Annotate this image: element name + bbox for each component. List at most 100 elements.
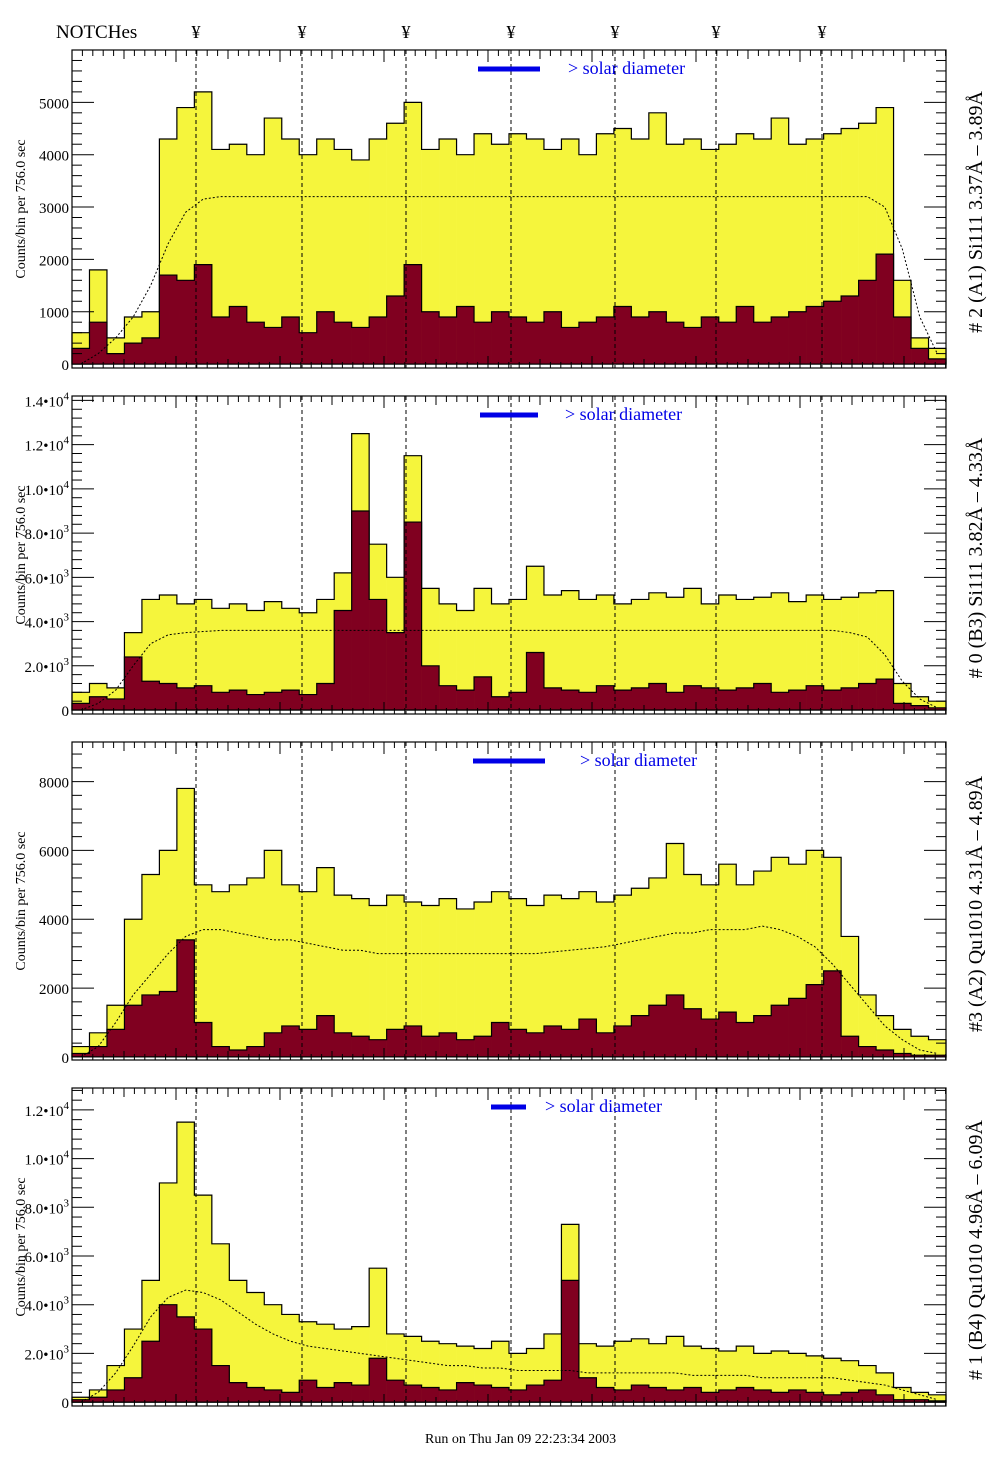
notch-symbol: ¥ xyxy=(611,22,620,42)
total-counts-bar xyxy=(578,154,597,365)
panel-3: 0 2.0•103 4.0•103 6.0•103 8.0•103 1.0•104 1.2•… xyxy=(14,1087,987,1412)
line-counts-bar xyxy=(561,1029,580,1057)
line-counts-bar xyxy=(683,1387,702,1403)
total-counts-bar xyxy=(561,590,580,711)
total-counts-bar xyxy=(596,133,615,365)
line-counts-bar xyxy=(141,337,160,365)
total-counts-bar xyxy=(404,902,422,1057)
line-counts-bar xyxy=(369,316,387,365)
line-counts-bar xyxy=(701,1392,720,1403)
model-curve xyxy=(80,925,938,1058)
line-counts-bar xyxy=(246,694,265,711)
total-counts-bar xyxy=(543,895,562,1057)
total-counts-bar xyxy=(613,895,632,1057)
line-counts-bar xyxy=(124,656,143,711)
line-counts-bar xyxy=(72,1399,90,1403)
line-counts-bar xyxy=(613,306,632,365)
line-counts-bar xyxy=(474,1036,492,1057)
line-counts-bar xyxy=(911,1399,929,1403)
total-counts-bar xyxy=(561,138,580,365)
line-counts-bar xyxy=(211,692,230,711)
total-counts-bar xyxy=(858,592,877,711)
total-counts-bar xyxy=(421,1341,440,1403)
line-counts-bar xyxy=(229,1382,248,1403)
line-counts-bar xyxy=(106,353,125,365)
line-counts-bar xyxy=(631,687,650,711)
notch-symbol: ¥ xyxy=(712,22,721,42)
panel-title: # 1 (B4) Qu1010 4.96Å – 6.09Å xyxy=(965,1119,987,1380)
line-counts-bar xyxy=(89,322,108,365)
line-counts-bar xyxy=(666,1389,685,1403)
line-counts-bar xyxy=(648,683,667,711)
total-counts-bar xyxy=(491,603,510,711)
line-counts-bar xyxy=(823,970,842,1057)
y-tick-label: 1.4•104 xyxy=(24,390,69,410)
line-counts-bar xyxy=(176,280,195,365)
line-counts-bar xyxy=(526,1032,545,1057)
line-counts-bar xyxy=(753,1015,772,1057)
line-counts-bar xyxy=(386,632,405,711)
line-counts-bar xyxy=(194,1022,213,1057)
line-counts-bar xyxy=(404,1025,422,1057)
line-counts-bar xyxy=(858,1046,877,1057)
line-counts-bar xyxy=(369,599,387,711)
line-counts-bar xyxy=(246,1046,265,1057)
total-counts-bar xyxy=(648,592,667,711)
line-counts-bar xyxy=(631,1015,650,1057)
y-tick-label: 2000 xyxy=(39,982,69,998)
line-counts-bar xyxy=(456,1382,475,1403)
line-counts-bar xyxy=(72,348,90,365)
total-counts-bar xyxy=(631,138,650,365)
line-counts-bar xyxy=(106,1029,125,1057)
line-counts-bar xyxy=(334,1032,352,1057)
total-counts-bar xyxy=(911,1036,929,1057)
line-counts-bar xyxy=(351,327,370,365)
line-counts-bar xyxy=(386,1380,405,1403)
line-counts-bar xyxy=(439,1389,457,1403)
notch-markers: ¥ ¥ ¥ ¥ ¥ ¥ ¥ xyxy=(192,22,827,42)
line-counts-bar xyxy=(736,687,755,711)
total-counts-bar xyxy=(648,112,667,365)
line-counts-bar xyxy=(823,690,842,711)
line-counts-bar xyxy=(509,1389,527,1403)
total-counts-bar xyxy=(666,597,685,711)
line-counts-bar xyxy=(578,322,597,365)
y-tick-label: 4000 xyxy=(39,149,69,165)
line-counts-bar xyxy=(334,610,352,711)
line-counts-outline xyxy=(71,510,947,711)
line-counts-bar xyxy=(456,690,475,711)
total-counts-bar xyxy=(788,144,807,365)
total-counts-bar xyxy=(474,133,492,365)
total-counts-bar xyxy=(928,1394,947,1403)
panel-1: 0 2.0•103 4.0•103 6.0•103 8.0•103 1.0•104 1.2•… xyxy=(14,390,987,720)
total-counts-bar xyxy=(439,138,457,365)
line-counts-bar xyxy=(141,1341,160,1403)
total-counts-outline xyxy=(71,787,947,1058)
line-counts-bar xyxy=(858,1389,877,1403)
line-counts-bar xyxy=(281,316,300,365)
line-counts-bar xyxy=(648,1005,667,1057)
line-counts-bar xyxy=(648,311,667,365)
line-counts-bar xyxy=(194,1329,213,1403)
total-counts-bar xyxy=(456,610,475,711)
model-curve xyxy=(80,1289,938,1403)
total-counts-bar xyxy=(561,898,580,1057)
line-counts-bar xyxy=(421,1036,440,1057)
total-counts-bar xyxy=(543,595,562,711)
total-counts-bar xyxy=(876,1015,894,1057)
line-counts-bar xyxy=(806,1392,824,1403)
line-counts-bar xyxy=(928,1400,947,1403)
legend: > solar diameter xyxy=(491,1096,662,1116)
y-tick-label: 0 xyxy=(62,1396,70,1412)
line-counts-bar xyxy=(439,1032,457,1057)
line-counts-bar xyxy=(229,690,248,711)
total-counts-bar xyxy=(823,599,842,711)
line-counts-bar xyxy=(561,1280,580,1403)
line-counts-bar xyxy=(701,687,720,711)
line-counts-bar xyxy=(246,1387,265,1403)
line-counts-bar xyxy=(211,316,230,365)
y-tick-label: 3000 xyxy=(39,201,69,217)
total-counts-bar xyxy=(264,1304,283,1403)
total-counts-bar xyxy=(841,1360,859,1403)
y-axis-label: Counts/bin per 756.0 sec xyxy=(14,1177,29,1316)
